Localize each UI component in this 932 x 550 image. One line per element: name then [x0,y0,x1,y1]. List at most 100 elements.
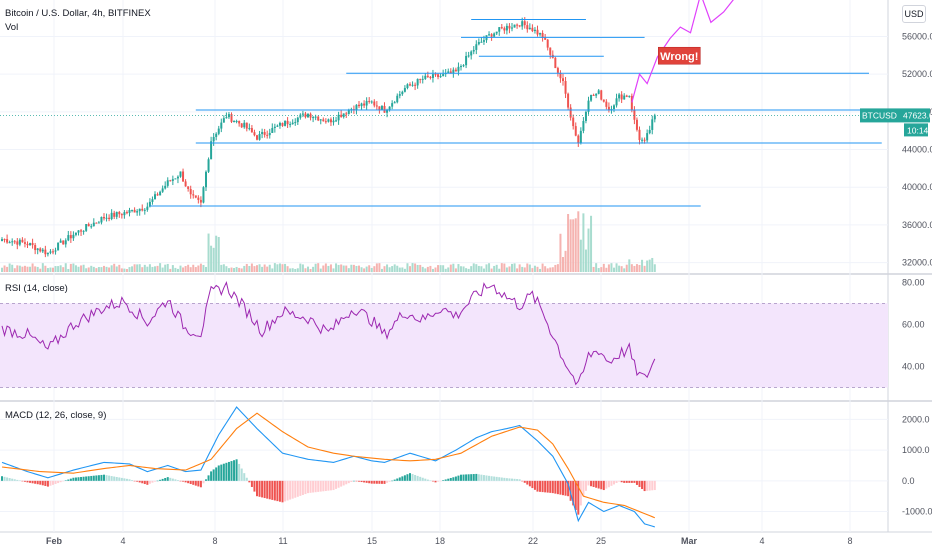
macd-histogram-bar [335,480,338,489]
macd-histogram-bar [143,480,146,485]
volume-bar [462,266,465,272]
macd-histogram-bar [618,480,621,482]
candle-body [322,119,325,122]
volume-bar [95,268,98,272]
time-axis-label: 15 [367,536,377,546]
macd-histogram-bar [342,480,345,486]
candle-body [29,243,32,246]
candle-body [243,122,246,128]
macd-histogram-bar [222,463,225,481]
volume-bar [146,266,149,272]
candle-body [648,129,651,134]
macd-histogram-bar [36,480,39,485]
macd-histogram-bar [1,476,3,481]
candle-body [49,251,52,253]
volume-bar [472,263,475,272]
macd-histogram-bar [182,480,185,482]
candle-body [197,197,200,200]
macd-histogram-bar [141,480,144,484]
candle-body [87,224,90,227]
macd-histogram-bar [444,479,447,481]
macd-histogram-bar [533,480,536,490]
candle-body [31,243,34,246]
price-tick-label: 52000.0 [902,69,932,79]
volume-bar [296,268,299,272]
volume-bar [233,267,236,272]
volume-bar [205,266,207,272]
macd-histogram-bar [192,480,195,485]
macd-histogram-bar [556,480,559,495]
candle-body [516,24,519,26]
macd-histogram-bar [454,476,457,481]
macd-histogram-bar [250,480,253,487]
volume-bar [335,263,338,272]
macd-histogram-bar [210,471,213,481]
macd-histogram-bar [597,480,600,489]
currency-button[interactable]: USD [902,5,926,23]
macd-histogram-bar [457,475,460,481]
volume-bar [36,266,39,272]
macd-histogram-bar [536,480,539,492]
volume-bar [187,264,190,272]
macd-histogram-bar [551,480,554,494]
volume-bar [105,266,108,272]
volume-bar [238,267,241,272]
macd-histogram-bar [493,476,496,481]
rsi-label: RSI (14, close) [5,283,68,294]
candle-body [248,128,251,130]
volume-bar [337,264,340,272]
volume-bar [416,264,419,272]
macd-histogram-bar [531,480,534,489]
macd-histogram-bar [460,474,462,481]
volume-bar [528,264,531,272]
candle-body [327,119,330,122]
volume-bar [582,213,585,272]
volume-bar [67,268,70,272]
candle-body [342,113,345,117]
macd-histogram-bar [11,478,14,481]
macd-histogram-bar [253,480,256,492]
macd-histogram-bar [29,480,32,483]
macd-histogram-bar [44,480,47,486]
volume-bar [480,266,483,272]
macd-histogram-bar [646,480,649,491]
candle-body [332,120,335,123]
volume-bar [569,219,572,272]
volume-bar [327,265,330,272]
macd-histogram-bar [523,480,526,483]
candle-body [442,74,445,77]
candle-body [133,209,136,213]
macd-histogram-bar [607,480,610,488]
macd-histogram-bar [590,480,593,487]
macd-histogram-bar [638,480,641,487]
volume-bar [467,268,470,272]
volume-bar [431,268,434,272]
macd-histogram-bar [324,480,327,491]
macd-histogram-bar [171,478,174,481]
volume-bar [291,268,294,272]
volume-bar [403,268,406,272]
candle-body [187,186,190,189]
candle-body [284,120,287,126]
candle-body [373,101,376,106]
candle-body [513,24,516,28]
candle-body [77,230,80,233]
volume-bar [358,265,360,272]
volume-bar [602,263,605,272]
volume-bar [143,264,146,272]
volume-bar [536,266,539,272]
volume-bar [217,236,220,272]
volume-bar [615,263,618,272]
candle-body [166,180,169,186]
macd-histogram-bar [350,480,353,482]
volume-bar [651,257,654,272]
macd-histogram-bar [194,480,197,486]
macd-histogram-bar [278,480,281,502]
macd-histogram-bar [472,474,475,481]
candle-body [108,217,111,220]
macd-histogram-bar [243,473,246,481]
macd-histogram-bar [610,480,613,486]
rsi-line [1,281,656,386]
macd-histogram-bar [286,480,289,501]
